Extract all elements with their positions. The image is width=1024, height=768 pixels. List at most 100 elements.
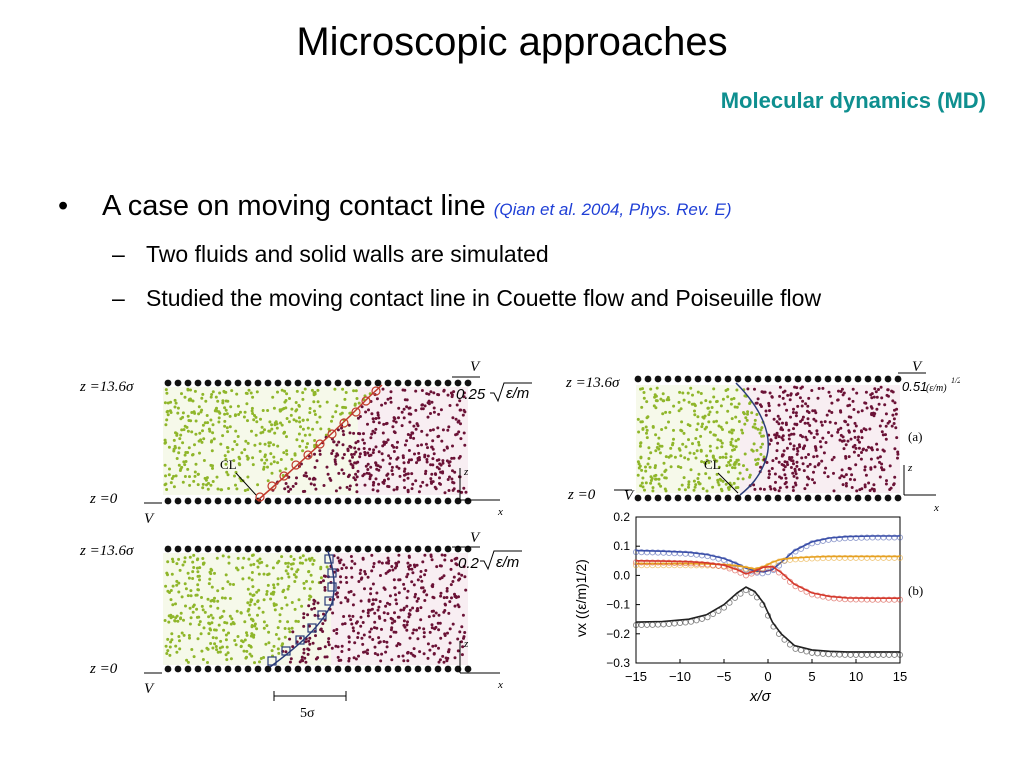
fluid-b-particle (894, 426, 898, 430)
fluid-a-particle (230, 389, 234, 393)
fluid-a-particle (755, 413, 759, 416)
fluid-b-particle (443, 634, 447, 637)
fluid-a-particle (734, 439, 738, 443)
fluid-a-particle (208, 627, 212, 631)
fluid-a-particle (709, 449, 712, 453)
fluid-a-particle (307, 597, 311, 601)
fluid-a-particle (169, 589, 173, 592)
fluid-a-particle (196, 637, 200, 641)
fluid-b-particle (390, 469, 394, 473)
wall-atom (404, 665, 412, 673)
data-point (748, 570, 755, 577)
fluid-b-particle (336, 556, 340, 560)
fluid-b-particle (442, 610, 446, 614)
fluid-a-particle (751, 425, 755, 429)
wall-atom (194, 379, 202, 387)
fluid-b-particle (374, 598, 378, 602)
fluid-b-particle (880, 430, 884, 434)
interface-marker (303, 450, 313, 460)
fluid-b-particle (777, 460, 781, 464)
fluid-b-particle (436, 426, 440, 430)
wall-atom (184, 379, 192, 387)
fluid-b-particle (420, 579, 424, 583)
fluid-b-particle (824, 441, 828, 444)
fluid-b-particle (451, 416, 455, 420)
fluid-a-particle (245, 633, 249, 637)
fluid-b-particle (314, 487, 318, 491)
wall-atom (374, 665, 382, 673)
fluid-a-particle (169, 481, 173, 485)
fluid-a-particle (251, 594, 255, 597)
fluid-a-particle (246, 419, 249, 423)
fluid-b-particle (374, 461, 378, 465)
fluid-b-particle (462, 408, 466, 412)
fluid-b-particle (319, 580, 323, 584)
data-point (808, 540, 816, 547)
wall-atom (814, 375, 822, 383)
fluid-b-particle (356, 469, 360, 473)
fluid-b-particle (450, 477, 454, 481)
fluid-a-particle (190, 411, 194, 414)
fluid-a-particle (700, 460, 704, 464)
fluid-a-particle (200, 596, 203, 599)
data-point (869, 651, 876, 658)
fluid-b-particle (376, 608, 380, 612)
fluid-b-particle (863, 465, 867, 469)
fluid-b-particle (365, 471, 369, 475)
fluid-a-particle (183, 582, 187, 586)
wall-atom (644, 375, 652, 383)
wall-atom (314, 665, 322, 673)
fluid-a-particle (188, 483, 192, 487)
fluid-b-particle (405, 575, 409, 579)
wall-velocity-label: V (470, 359, 481, 375)
fluid-b-particle (374, 417, 378, 420)
fluid-b-particle (888, 488, 892, 491)
fluid-a-particle (715, 419, 718, 423)
z-bottom-label: z =0 (89, 661, 118, 677)
fluid-b-particle (423, 553, 427, 557)
fluid-b-particle (789, 415, 792, 419)
fluid-a-particle (699, 449, 703, 453)
fluid-b-particle (402, 461, 406, 465)
fluid-b-particle (875, 442, 879, 446)
fluid-a-particle (216, 399, 220, 403)
fluid-a-particle (272, 460, 276, 464)
fluid-a-particle (265, 458, 269, 462)
data-point (709, 610, 717, 618)
fluid-a-particle (289, 562, 293, 566)
fluid-a-particle (301, 427, 305, 431)
fluid-b-particle (420, 429, 424, 433)
fluid-a-particle (223, 596, 227, 600)
fluid-a-particle (223, 419, 227, 423)
fluid-b-particle (372, 565, 375, 569)
fluid-a-particle (729, 440, 733, 444)
fluid-b-particle (366, 652, 369, 655)
fluid-a-particle (759, 445, 763, 449)
fluid-a-particle (267, 641, 271, 645)
fluid-a-particle (222, 609, 226, 613)
fluid-a-particle (289, 413, 293, 417)
fluid-a-particle (191, 399, 195, 403)
fluid-b-particle (863, 483, 867, 487)
fluid-b-particle (288, 660, 292, 664)
fluid-a-particle (729, 459, 733, 462)
fluid-a-particle (742, 411, 745, 414)
fluid-b-particle (795, 447, 799, 451)
fluid-a-particle (234, 429, 238, 433)
fluid-a-particle (226, 580, 230, 584)
fluid-a-particle (659, 397, 663, 401)
wall-atom (214, 545, 222, 553)
fluid-a-particle (637, 430, 641, 434)
fluid-a-particle (654, 449, 658, 453)
fluid-a-particle (294, 419, 298, 423)
fluid-a-particle (258, 660, 261, 664)
wall-atom (664, 494, 672, 502)
fluid-a-particle (213, 642, 217, 646)
fluid-b-particle (834, 421, 838, 425)
fluid-b-particle (442, 660, 446, 664)
fluid-a-particle (235, 443, 239, 447)
fluid-b-particle (373, 645, 377, 649)
fluid-b-particle (324, 574, 327, 578)
fluid-b-particle (302, 647, 306, 651)
fluid-a-particle (234, 483, 237, 487)
